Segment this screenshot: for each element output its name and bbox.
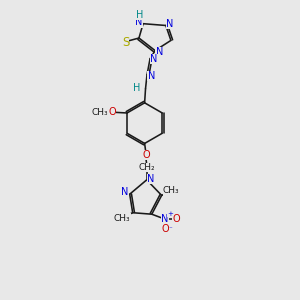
Text: N: N xyxy=(135,17,142,28)
Text: CH₂: CH₂ xyxy=(138,163,155,172)
Text: S: S xyxy=(122,36,129,49)
Text: O: O xyxy=(109,107,116,117)
Text: H: H xyxy=(134,82,141,93)
Text: O: O xyxy=(161,224,169,234)
Text: O: O xyxy=(143,150,151,160)
Text: N: N xyxy=(121,188,129,197)
Text: N: N xyxy=(156,47,163,57)
Text: CH₃: CH₃ xyxy=(91,108,108,117)
Text: H: H xyxy=(136,10,144,20)
Text: O: O xyxy=(172,214,180,224)
Text: +: + xyxy=(167,211,173,217)
Text: N: N xyxy=(148,71,155,81)
Text: ⁻: ⁻ xyxy=(169,226,173,232)
Text: CH₃: CH₃ xyxy=(163,186,179,195)
Text: N: N xyxy=(166,19,174,29)
Text: N: N xyxy=(147,174,155,184)
Text: CH₃: CH₃ xyxy=(114,214,130,223)
Text: N: N xyxy=(151,54,158,64)
Text: N: N xyxy=(161,214,169,224)
